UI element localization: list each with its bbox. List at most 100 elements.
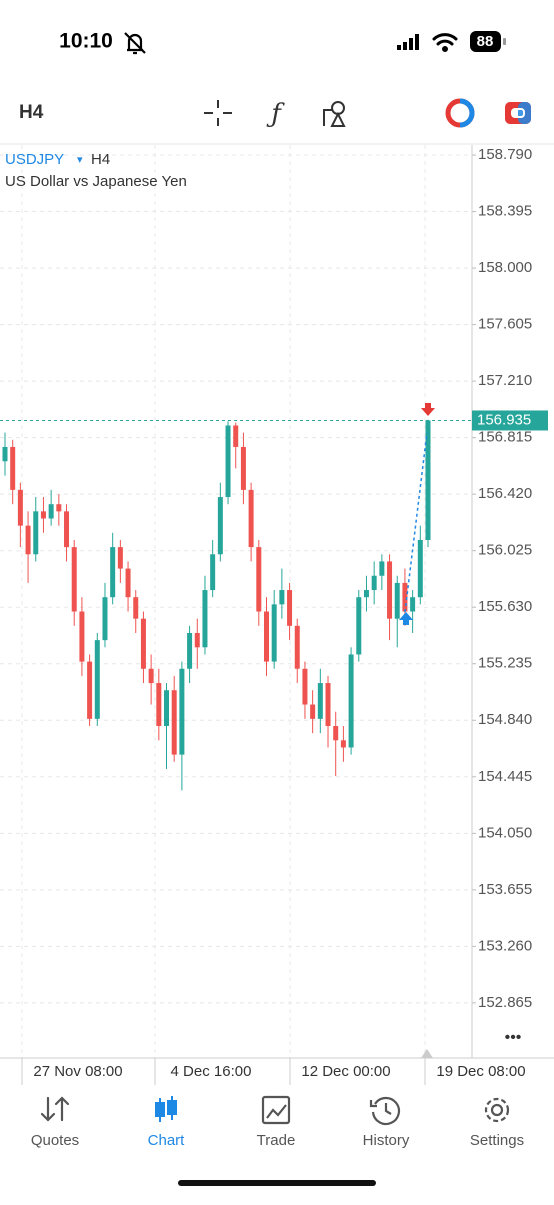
y-tick-label: 156.025 bbox=[478, 542, 532, 559]
y-tick-label: 157.605 bbox=[478, 316, 532, 333]
x-tick-label: 12 Dec 00:00 bbox=[301, 1063, 390, 1080]
tab-bar: Quotes Chart Trade History Settings bbox=[31, 1132, 524, 1149]
home-indicator bbox=[178, 1180, 376, 1186]
x-tick-label: 19 Dec 08:00 bbox=[436, 1063, 525, 1080]
y-tick-label: 154.840 bbox=[478, 711, 532, 728]
candle-body bbox=[210, 554, 216, 591]
candle-body bbox=[117, 547, 123, 569]
candle-body bbox=[40, 511, 46, 519]
candle-body bbox=[333, 726, 339, 741]
candle-body bbox=[87, 661, 93, 719]
chart-timeframe: H4 bbox=[91, 151, 110, 168]
tab-label[interactable]: Settings bbox=[470, 1132, 524, 1149]
candle-body bbox=[263, 611, 269, 662]
candle-body bbox=[363, 590, 369, 598]
crosshair-button[interactable] bbox=[204, 100, 232, 126]
candle-body bbox=[217, 497, 223, 555]
y-tick-label: 156.420 bbox=[478, 485, 532, 502]
trade-link bbox=[404, 432, 428, 613]
wifi-icon bbox=[432, 33, 458, 52]
timeframe-button[interactable]: H4 bbox=[19, 102, 44, 123]
symbol-dropdown[interactable]: ▾ bbox=[77, 154, 83, 166]
candle-body bbox=[325, 683, 331, 726]
candle-body bbox=[94, 640, 100, 719]
y-tick-label: 154.050 bbox=[478, 824, 532, 841]
x-tick-label: 4 Dec 16:00 bbox=[171, 1063, 252, 1080]
candle-body bbox=[133, 597, 139, 619]
candle-body bbox=[271, 604, 277, 662]
candle-body bbox=[256, 547, 262, 612]
y-tick-label: 155.235 bbox=[478, 655, 532, 672]
candle-body bbox=[417, 539, 423, 598]
candle-body bbox=[294, 625, 300, 669]
symbol[interactable]: USDJPY bbox=[5, 151, 64, 168]
objects-button[interactable] bbox=[323, 101, 346, 127]
candle-body bbox=[202, 590, 208, 648]
candle-body bbox=[148, 668, 154, 684]
candle-body bbox=[79, 611, 85, 662]
candle-body bbox=[248, 489, 254, 548]
y-tick-label: 158.790 bbox=[478, 146, 532, 163]
candle-body bbox=[71, 547, 77, 612]
y-tick-label: 155.630 bbox=[478, 598, 532, 615]
candle-body bbox=[25, 525, 31, 555]
y-tick-label: 156.815 bbox=[478, 429, 532, 446]
clock: 10:10 bbox=[59, 30, 113, 53]
tab-label[interactable]: History bbox=[363, 1132, 410, 1149]
candle-body bbox=[233, 425, 239, 447]
candle-body bbox=[10, 446, 16, 490]
tab-label[interactable]: Trade bbox=[257, 1132, 296, 1149]
candle-body bbox=[317, 683, 323, 719]
signal-icon bbox=[397, 34, 419, 50]
chart: 158.790 158.395 158.000 157.605 157.210 156.8… bbox=[0, 145, 554, 1085]
candle-body bbox=[225, 425, 231, 498]
mute-icon bbox=[124, 32, 146, 55]
candle-body bbox=[410, 597, 416, 612]
candle-body bbox=[425, 420, 431, 540]
tab-icon-quotes bbox=[40, 1096, 70, 1122]
candle-body bbox=[394, 582, 400, 619]
candle-body bbox=[310, 704, 316, 719]
candle-body bbox=[402, 582, 408, 612]
candle-body bbox=[125, 568, 131, 598]
candle-body bbox=[348, 654, 354, 748]
tab-icon-trade bbox=[261, 1095, 291, 1125]
candle-body bbox=[2, 446, 8, 462]
candle-body bbox=[194, 632, 200, 648]
sell-marker bbox=[421, 403, 435, 416]
y-tick-label: 158.395 bbox=[478, 203, 532, 220]
candle-body bbox=[340, 740, 346, 748]
candle-body bbox=[48, 504, 54, 519]
trading-button[interactable] bbox=[445, 98, 475, 128]
more-button[interactable]: ••• bbox=[505, 1029, 522, 1046]
battery-tip bbox=[503, 38, 506, 45]
account-button[interactable] bbox=[505, 102, 531, 124]
candle-body bbox=[387, 561, 393, 619]
candle-body bbox=[179, 668, 185, 755]
candle-body bbox=[302, 668, 308, 705]
candle-body bbox=[287, 590, 293, 626]
candle-body bbox=[164, 690, 170, 726]
tab-label[interactable]: Chart bbox=[148, 1132, 186, 1149]
candle-body bbox=[17, 489, 23, 526]
candle-body bbox=[379, 561, 385, 576]
y-tick-label: 153.260 bbox=[478, 937, 532, 954]
y-tick-label: 154.445 bbox=[478, 768, 532, 785]
candle-body bbox=[371, 575, 377, 591]
candle-body bbox=[140, 618, 146, 669]
y-tick-label: 152.865 bbox=[478, 994, 532, 1011]
x-tick-label: 27 Nov 08:00 bbox=[33, 1063, 122, 1080]
candle-body bbox=[64, 511, 70, 548]
tab-icon-settings bbox=[484, 1097, 510, 1123]
candle-body bbox=[279, 590, 285, 605]
candle-body bbox=[110, 547, 116, 598]
indicators-button[interactable]: ƒ bbox=[266, 99, 285, 129]
symbol-description: US Dollar vs Japanese Yen bbox=[5, 173, 187, 190]
candle-body bbox=[187, 632, 193, 669]
scroll-marker bbox=[421, 1049, 433, 1058]
tab-label[interactable]: Quotes bbox=[31, 1132, 79, 1149]
battery-level: 88 bbox=[477, 33, 494, 50]
buy-marker bbox=[399, 612, 413, 625]
y-tick-label: 153.655 bbox=[478, 881, 532, 898]
